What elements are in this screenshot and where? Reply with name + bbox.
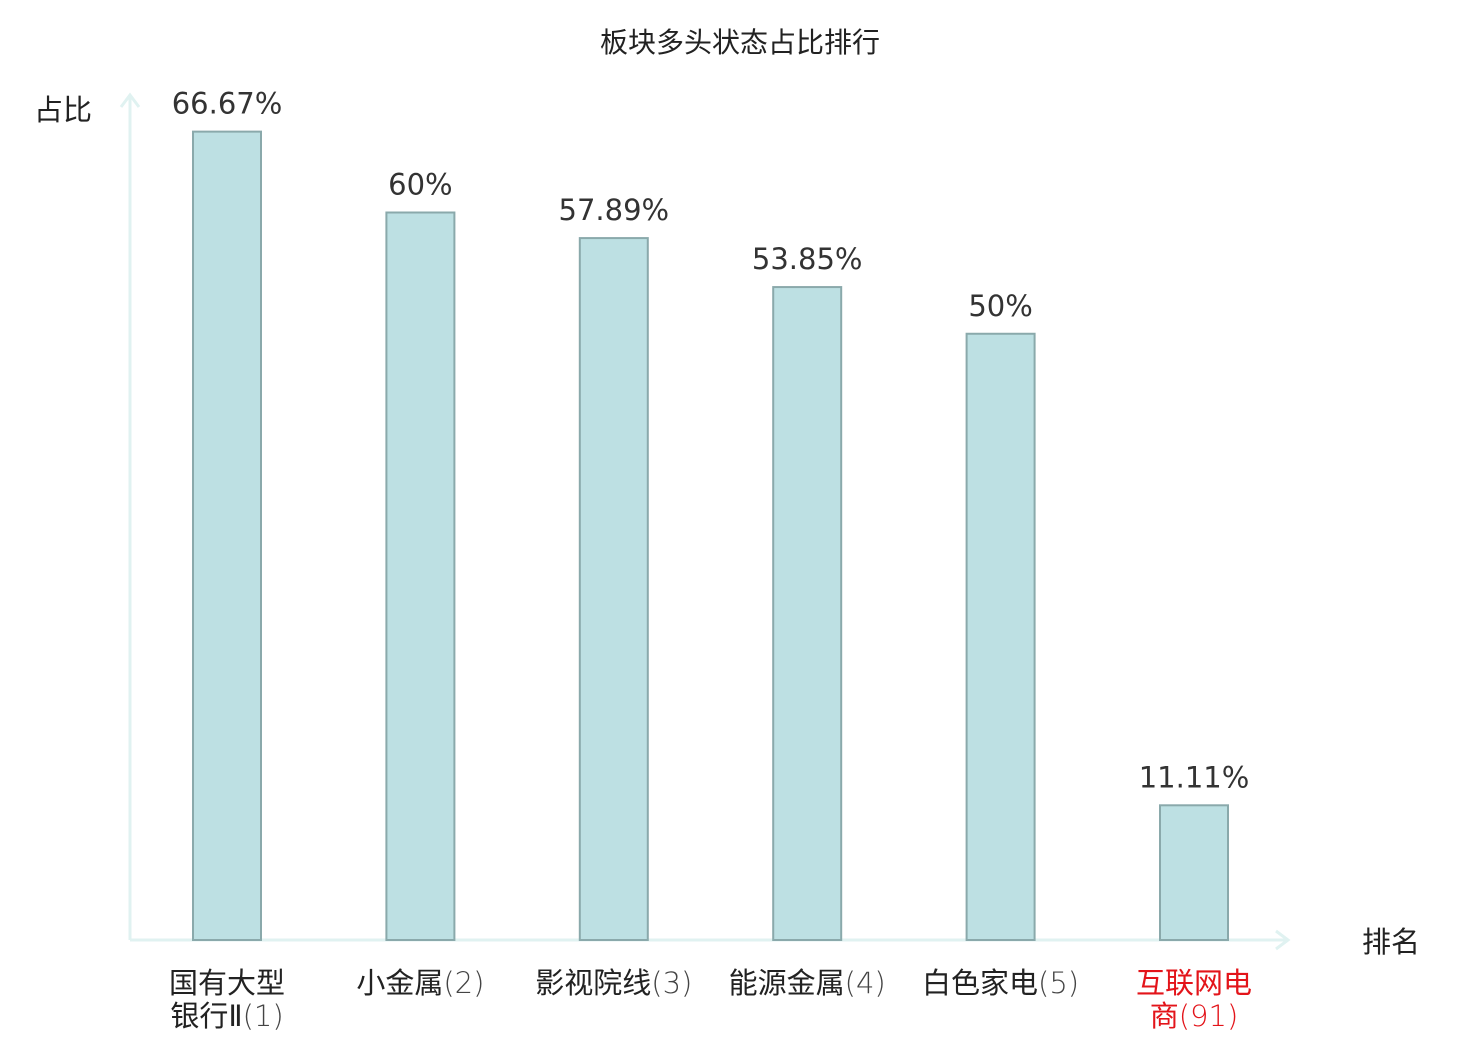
y-axis-arrow [119, 92, 141, 108]
value-label: 57.89% [559, 193, 670, 227]
value-label: 60% [388, 168, 452, 202]
bar [192, 130, 262, 942]
value-label: 11.11% [1139, 760, 1250, 794]
category-label: 国有大型银行Ⅱ(1) [169, 966, 285, 1033]
category-label: 白色家电(5) [922, 966, 1079, 1000]
value-label: 53.85% [752, 242, 863, 276]
category-label: 影视院线(3) [535, 966, 692, 1000]
bar [965, 332, 1036, 941]
value-labels-group: 66.67% 60% 57.89% 53.85% 50% 11.11% [172, 87, 1250, 795]
bar [1159, 804, 1229, 942]
x-axis-label: 排名 [1362, 925, 1420, 959]
bar [385, 211, 456, 941]
value-label: 50% [968, 289, 1032, 323]
y-axis-label: 占比 [34, 93, 92, 127]
bar [578, 237, 649, 942]
category-label: 互联网电商(91) [1136, 966, 1252, 1033]
axes [119, 92, 1291, 951]
value-label: 66.67% [172, 87, 283, 121]
bar [772, 286, 843, 942]
category-label: 小金属(2) [356, 966, 484, 1000]
category-label: 能源金属(4) [729, 966, 886, 1000]
chart-title: 板块多头状态占比排行 [600, 26, 880, 59]
bars-group [192, 130, 1229, 942]
category-labels-group: 国有大型银行Ⅱ(1) 小金属(2) 影视院线(3) 能源金属(4) 白色家电(5) 互联网… [169, 966, 1252, 1033]
x-axis-arrow [1275, 929, 1291, 951]
